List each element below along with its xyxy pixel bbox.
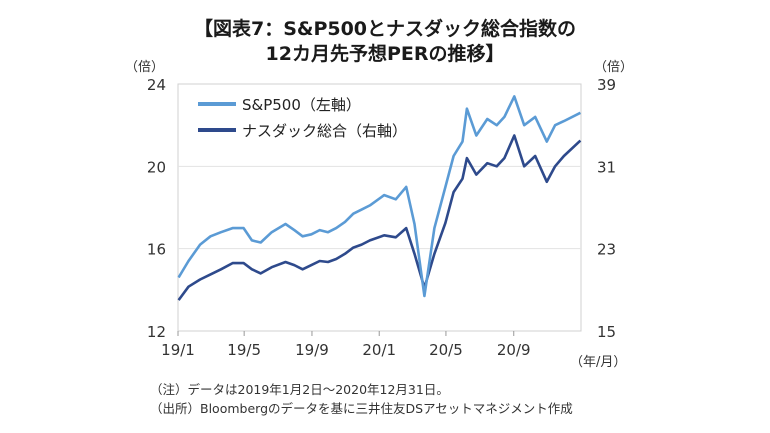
y-right-tick-label: 39 <box>597 76 616 94</box>
left-axis-unit: （倍） <box>125 60 165 75</box>
chart-note: （注）データは2019年1月2日～2020年12月31日。 <box>150 382 449 397</box>
y-left-tick-label: 24 <box>147 76 166 94</box>
right-axis-unit: （倍） <box>594 60 634 75</box>
x-axis-unit: （年/月） <box>570 355 626 370</box>
y-left-tick-label: 20 <box>147 158 166 176</box>
y-right-tick-label: 31 <box>597 158 616 176</box>
nasdaq-series-line <box>177 134 582 301</box>
sp500-series-line <box>177 95 581 298</box>
y-right-tick-label: 23 <box>597 241 616 259</box>
y-right-tick-label: 15 <box>597 323 616 341</box>
chart-title-line2: 12カ月先予想PERの推移】 <box>265 43 505 65</box>
x-tick-label: 19/5 <box>227 341 261 359</box>
chart-title-line1: 【図表7：S&P500とナスダック総合指数の <box>193 18 577 40</box>
x-tick-label: 20/1 <box>362 341 396 359</box>
x-tick-label: 19/9 <box>295 341 329 359</box>
y-left-tick-label: 12 <box>147 323 166 341</box>
x-tick-label: 20/9 <box>497 341 531 359</box>
legend-label-nasdaq: ナスダック総合（右軸） <box>242 122 407 140</box>
legend-label-sp500: S&P500（左軸） <box>242 96 361 114</box>
y-left-tick-label: 16 <box>147 241 166 259</box>
x-tick-label: 20/5 <box>429 341 463 359</box>
x-tick-label: 19/1 <box>161 341 195 359</box>
chart-source: （出所）Bloombergのデータを基に三井住友DSアセットマネジメント作成 <box>150 401 573 416</box>
